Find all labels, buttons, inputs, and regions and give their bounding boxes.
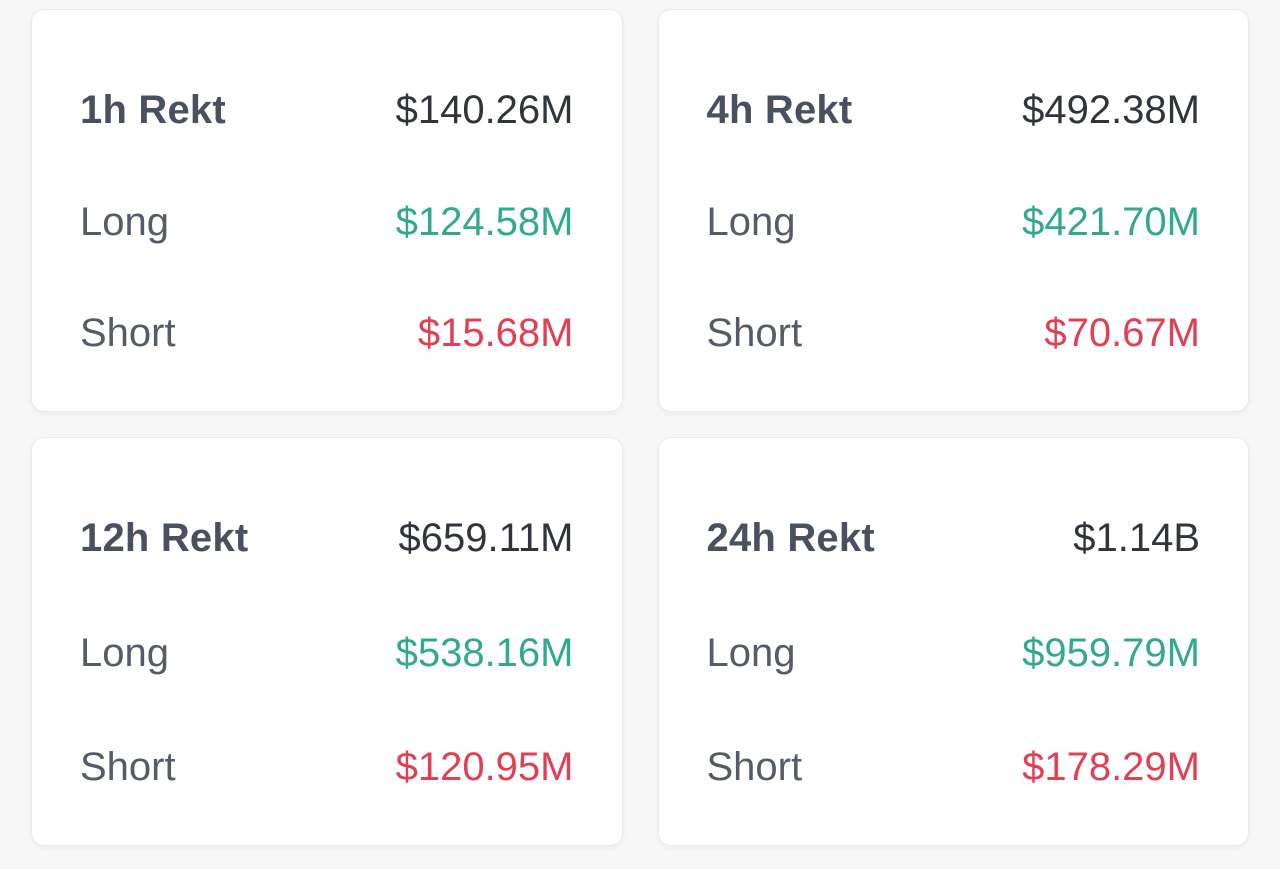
long-row: Long $538.16M [80,633,574,673]
card-title: 4h Rekt [706,88,853,132]
short-value: $70.67M [1044,311,1200,355]
short-row: Short $120.95M [80,747,574,787]
card-total-value: $1.14B [1073,516,1200,560]
long-value: $538.16M [395,630,574,675]
short-value: $15.68M [417,311,574,355]
short-label: Short [80,745,176,789]
rekt-cards-grid: 1h Rekt $140.26M Long $124.58M Short $15… [31,9,1249,846]
long-value: $124.58M [395,199,574,244]
short-value: $178.29M [1022,745,1200,789]
card-title: 24h Rekt [706,516,875,560]
card-title: 12h Rekt [80,516,249,560]
long-value: $421.70M [1022,199,1200,244]
short-value: $120.95M [395,745,574,789]
card-total-value: $140.26M [395,88,574,132]
card-header-row: 1h Rekt $140.26M [80,90,574,130]
rekt-card-1h: 1h Rekt $140.26M Long $124.58M Short $15… [31,9,623,412]
long-row: Long $124.58M [80,202,574,242]
short-label: Short [706,745,803,789]
card-header-row: 24h Rekt $1.14B [707,518,1201,558]
long-row: Long $421.70M [707,202,1201,242]
rekt-card-4h: 4h Rekt $492.38M Long $421.70M Short $70… [657,9,1249,412]
long-value: $959.79M [1022,630,1200,675]
card-header-row: 4h Rekt $492.38M [707,90,1201,130]
card-header-row: 12h Rekt $659.11M [80,518,574,558]
card-total-value: $492.38M [1022,88,1200,132]
long-label: Long [80,630,169,675]
card-total-value: $659.11M [398,516,574,560]
rekt-card-12h: 12h Rekt $659.11M Long $538.16M Short $1… [31,437,623,846]
long-label: Long [706,630,796,675]
long-label: Long [80,199,169,244]
short-row: Short $70.67M [707,313,1201,353]
long-label: Long [706,199,796,244]
rekt-card-24h: 24h Rekt $1.14B Long $959.79M Short $178… [657,437,1249,846]
short-label: Short [80,311,176,355]
short-row: Short $15.68M [80,313,574,353]
card-title: 1h Rekt [80,88,226,132]
short-row: Short $178.29M [707,747,1201,787]
short-label: Short [706,311,803,355]
long-row: Long $959.79M [707,633,1201,673]
